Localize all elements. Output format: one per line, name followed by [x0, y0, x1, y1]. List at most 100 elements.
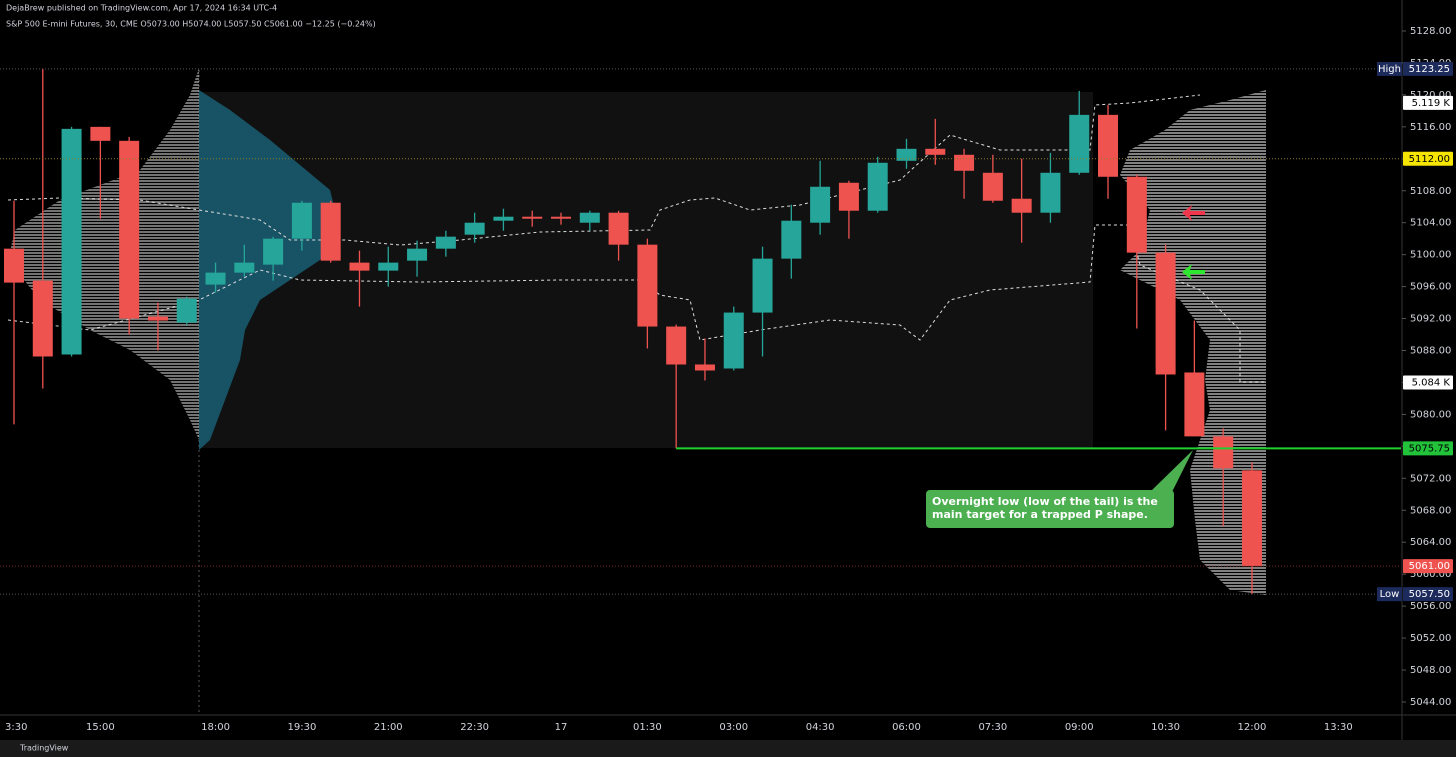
level-tag-label: High: [1378, 64, 1401, 75]
candle-body: [781, 220, 802, 259]
candle-body: [1011, 198, 1032, 213]
price-tag-label: 5061.00: [1409, 561, 1450, 572]
candle-body: [954, 154, 975, 171]
candle-body: [349, 262, 370, 271]
price-tag: [1403, 587, 1453, 602]
candle-body: [119, 140, 140, 319]
candle-body: [637, 244, 658, 327]
y-tick-label: 5116.00: [1410, 122, 1451, 133]
price-tag-label: 5.119 K: [1412, 98, 1451, 109]
price-tag-label: 5112.00: [1409, 154, 1450, 165]
candle-body: [867, 162, 888, 211]
candle-body: [4, 248, 24, 283]
candle-body: [320, 202, 341, 261]
candle-body: [666, 326, 687, 365]
price-tag-label: 5.084 K: [1412, 377, 1451, 388]
x-tick-label: 22:30: [460, 722, 489, 733]
x-tick-label: 04:30: [806, 722, 835, 733]
y-tick-label: 5056.00: [1410, 601, 1451, 612]
x-tick-label: 09:00: [1065, 722, 1094, 733]
candle-body: [838, 182, 859, 211]
candle-body: [407, 248, 428, 261]
y-tick-label: 5048.00: [1410, 665, 1451, 676]
footer-bar: [0, 740, 1456, 757]
price-tag: [1403, 61, 1453, 76]
candle-body: [1184, 372, 1205, 437]
x-tick-label: 10:30: [1151, 722, 1180, 733]
x-tick-label: 18:00: [201, 722, 230, 733]
green-arrow: [1182, 264, 1205, 280]
candle-body: [291, 202, 312, 239]
candle-body: [522, 216, 543, 219]
x-tick-label: 12:00: [1238, 722, 1267, 733]
candle-body: [896, 148, 917, 161]
candle-body: [579, 212, 600, 223]
y-tick-label: 5092.00: [1410, 314, 1451, 325]
right-profile: [1120, 90, 1266, 595]
candle-body: [1098, 114, 1119, 177]
y-tick-label: 5068.00: [1410, 505, 1451, 516]
x-tick-label: 06:00: [892, 722, 921, 733]
callout: [926, 490, 1174, 528]
y-tick-label: 5052.00: [1410, 633, 1451, 644]
price-tag: [1403, 151, 1453, 166]
x-tick-label: 21:00: [374, 722, 403, 733]
symbol: S&P 500 E-mini Futures, 30, CME O5073.00…: [6, 20, 376, 29]
x-tick-label: 3:30: [5, 722, 27, 733]
candle-body: [435, 236, 456, 249]
level-tag: [1377, 587, 1402, 602]
candle-body: [723, 312, 744, 369]
x-tick-label: 01:30: [633, 722, 662, 733]
candle-body: [493, 216, 514, 221]
x-tick-label: 17: [555, 722, 568, 733]
candle-body: [1126, 176, 1147, 253]
price-tag-label: 5057.50: [1409, 589, 1450, 600]
x-tick-label: 15:00: [86, 722, 115, 733]
candle-body: [1155, 252, 1176, 375]
price-tag: [1403, 441, 1453, 456]
y-tick-label: 5128.00: [1410, 26, 1451, 37]
candle-body: [61, 128, 82, 355]
y-tick-label: 5104.00: [1410, 218, 1451, 229]
annotation: Overnight low (low of the tail) is the m…: [932, 495, 1158, 521]
candle-body: [1213, 436, 1234, 469]
candle-body: [752, 258, 773, 313]
candle-body: [551, 216, 572, 219]
x-tick-label: 13:30: [1324, 722, 1353, 733]
x-tick-label: 07:30: [978, 722, 1007, 733]
red-arrow: [1182, 205, 1205, 221]
candle-body: [90, 126, 111, 141]
upper-band: [7, 94, 1201, 246]
level-tag: [1377, 61, 1402, 76]
candle-body: [205, 272, 226, 285]
price-tag: [1403, 375, 1453, 390]
y-tick-label: 5108.00: [1410, 186, 1451, 197]
y-tick-label: 5120.00: [1410, 90, 1451, 101]
candle-body: [32, 280, 53, 357]
footer: TradingView: [19, 744, 69, 753]
price-tag-label: 5075.75: [1409, 443, 1450, 454]
candle-body: [1241, 470, 1262, 567]
plot: [0, 68, 1401, 595]
candle-body: [263, 238, 284, 265]
price-tag: [1403, 559, 1453, 574]
x-tick-label: 03:00: [719, 722, 748, 733]
candle-body: [925, 148, 946, 155]
candle-body: [378, 262, 399, 271]
y-tick-label: 5064.00: [1410, 537, 1451, 548]
candle-body: [234, 262, 255, 273]
callout-body: Overnight low (low of the tail) is the m…: [932, 495, 1158, 521]
blue-profile: [199, 90, 340, 450]
y-tick-label: 5072.00: [1410, 473, 1451, 484]
candle-body: [810, 186, 831, 223]
callout-pointer: [1150, 450, 1193, 492]
candle-body: [608, 212, 629, 245]
y-tick-label: 5096.00: [1410, 282, 1451, 293]
level-tag-label: Low: [1380, 589, 1400, 600]
candle-body: [147, 316, 168, 321]
price-tag-label: 5123.25: [1409, 64, 1450, 75]
candle-body: [1069, 114, 1090, 173]
y-tick-label: 5080.00: [1410, 409, 1451, 420]
